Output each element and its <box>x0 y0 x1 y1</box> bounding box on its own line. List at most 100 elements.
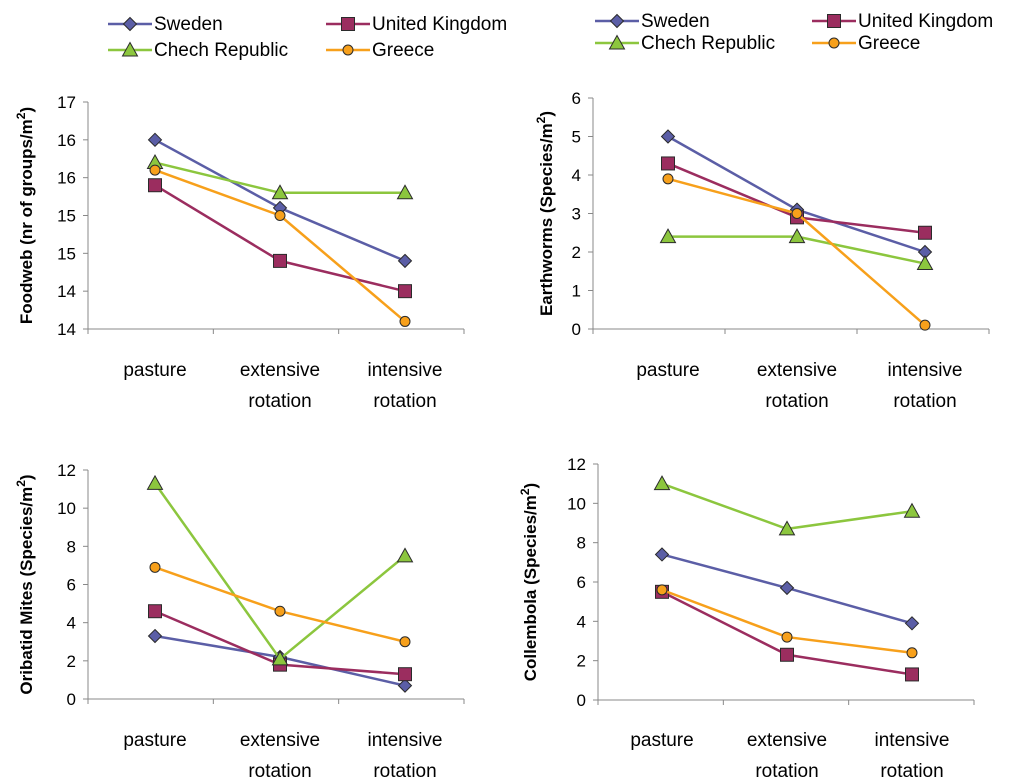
legend-marker-united-kingdom <box>341 17 355 31</box>
data-point-united-kingdom <box>398 667 412 682</box>
series-line-sweden <box>154 138 406 263</box>
y-tick-label: 6 <box>67 576 76 595</box>
x-category-label: extensive <box>240 360 320 381</box>
legend-label-sweden: Sweden <box>641 11 710 32</box>
y-tick-label: 17 <box>57 93 76 112</box>
data-point-greece <box>274 210 286 221</box>
y-axis-title-sup: 2 <box>534 116 548 123</box>
data-point-united-kingdom <box>398 284 412 299</box>
x-category-label: rotation <box>765 391 828 412</box>
y-axis-title: Collembola (Species/m2) <box>518 483 540 681</box>
data-point-greece <box>656 584 668 596</box>
legend-marker-united-kingdom <box>827 14 841 28</box>
y-tick-label: 16 <box>57 169 76 188</box>
legend-marker-greece <box>342 44 354 56</box>
y-axis-title-tail: ) <box>17 107 36 113</box>
data-point-sweden <box>147 628 163 644</box>
y-tick-label: 10 <box>57 499 76 518</box>
data-point-united-kingdom <box>148 178 162 193</box>
legend: Sweden United Kingdom Chech Republic Greece <box>595 11 993 54</box>
y-tick-label: 4 <box>67 614 76 633</box>
y-axis-title-main: Collembola (Species/m <box>521 495 540 681</box>
y-tick-label: 10 <box>567 494 586 513</box>
legend-label-united-kingdom: United Kingdom <box>372 14 507 35</box>
y-tick-label: 2 <box>577 652 586 671</box>
y-tick-label: 4 <box>572 166 581 185</box>
legend: Sweden United Kingdom Chech Republic Greece <box>108 14 507 61</box>
y-tick-label: 16 <box>57 131 76 150</box>
y-tick-label: 8 <box>577 534 586 553</box>
data-point-sweden <box>147 132 163 148</box>
data-point-sweden <box>779 580 795 596</box>
y-tick-label: 0 <box>67 690 76 709</box>
y-axis-title-tail: ) <box>17 474 36 480</box>
y-tick-label: 3 <box>572 205 581 224</box>
series-line-greece <box>661 588 913 655</box>
data-point-united-kingdom <box>661 156 675 171</box>
x-category-label: intensive <box>368 730 443 751</box>
legend-label-united-kingdom: United Kingdom <box>858 11 993 32</box>
y-tick-label: 6 <box>577 573 586 592</box>
x-category-label: extensive <box>747 730 827 751</box>
data-point-chech-republic <box>659 228 677 244</box>
y-axis-title-main: Earthworms (Species/m <box>537 123 556 316</box>
legend-label-greece: Greece <box>858 33 920 54</box>
x-category-label: intensive <box>888 360 963 381</box>
data-point-greece <box>149 561 161 573</box>
y-axis-title: Earthworms (Species/m2) <box>534 111 556 316</box>
y-tick-label: 1 <box>572 282 581 301</box>
data-point-greece <box>662 173 674 185</box>
x-category-label: rotation <box>248 391 311 412</box>
data-point-united-kingdom <box>905 667 919 682</box>
legend-label-greece: Greece <box>372 40 434 61</box>
data-point-greece <box>399 315 411 327</box>
x-category-label: pasture <box>123 730 186 751</box>
x-category-label: pasture <box>636 360 699 381</box>
data-point-greece <box>781 631 793 643</box>
data-point-united-kingdom <box>918 225 932 240</box>
y-tick-label: 12 <box>57 461 76 480</box>
legend-marker-sweden <box>609 13 625 29</box>
data-point-greece <box>399 636 411 648</box>
data-point-chech-republic <box>903 502 921 518</box>
data-point-chech-republic <box>916 255 934 271</box>
legend-marker-sweden <box>122 16 138 32</box>
y-tick-label: 14 <box>57 320 76 339</box>
y-tick-label: 15 <box>57 207 76 226</box>
data-point-greece <box>274 605 286 617</box>
data-point-chech-republic <box>396 184 414 200</box>
data-point-chech-republic <box>778 520 796 536</box>
legend-label-sweden: Sweden <box>154 14 223 35</box>
y-tick-label: 15 <box>57 244 76 263</box>
y-tick-label: 4 <box>577 612 586 631</box>
chart-panel-3: 12 10 8 6 4 2 0 pasture extensive rotation intensi… <box>14 461 465 779</box>
data-point-united-kingdom <box>148 604 162 619</box>
x-category-label: rotation <box>893 391 956 412</box>
data-point-chech-republic <box>271 184 289 200</box>
y-axis-title-main: Foodweb (nr of groups/m <box>17 119 36 324</box>
chart-panel-4: 12 10 8 6 4 2 0 pasture extensive rotation intensi… <box>518 455 975 779</box>
y-tick-label: 12 <box>567 455 586 474</box>
x-category-label: rotation <box>373 391 436 412</box>
y-axis-title-sup: 2 <box>14 480 28 487</box>
data-point-greece <box>906 647 918 659</box>
data-point-sweden <box>904 616 920 631</box>
x-category-label: pasture <box>123 360 186 381</box>
data-point-greece <box>791 208 803 219</box>
data-point-chech-republic <box>788 228 806 244</box>
x-category-label: rotation <box>373 761 436 779</box>
y-axis-title: Oribatid Mites (Species/m2) <box>14 474 36 694</box>
chart-panel-1: 17 16 16 15 15 14 14 pasture extensive rotation in… <box>14 14 507 412</box>
data-point-chech-republic <box>271 650 289 666</box>
legend-label-chech-republic: Chech Republic <box>641 33 775 54</box>
y-axis-title-main: Oribatid Mites (Species/m <box>17 487 36 695</box>
y-tick-label: 2 <box>67 652 76 671</box>
y-tick-label: 14 <box>57 282 76 301</box>
x-category-label: rotation <box>755 761 818 779</box>
x-category-label: intensive <box>368 360 443 381</box>
y-tick-label: 5 <box>572 128 581 147</box>
y-axis-title-tail: ) <box>521 483 540 489</box>
y-tick-label: 8 <box>67 537 76 556</box>
y-axis-title: Foodweb (nr of groups/m2) <box>14 107 36 324</box>
